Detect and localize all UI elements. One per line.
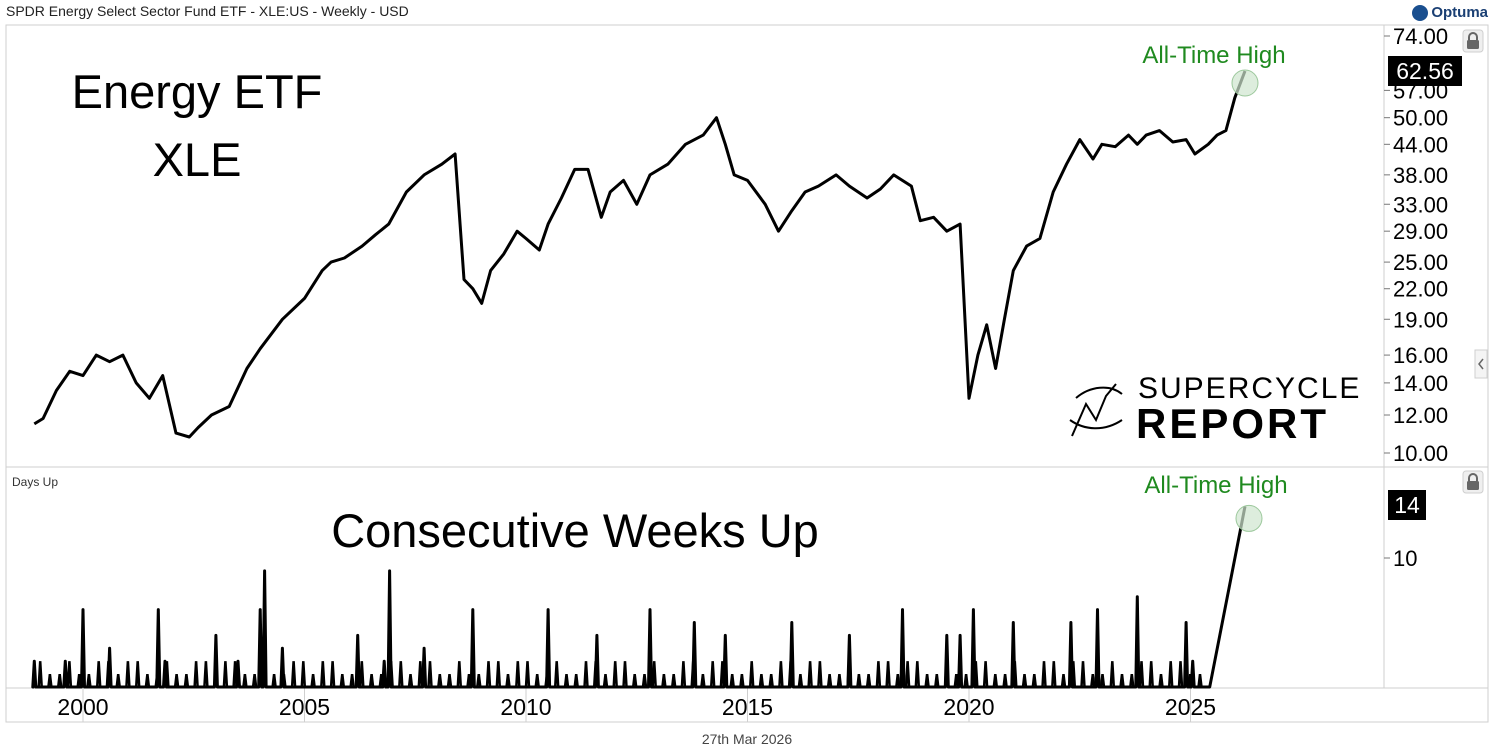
y-axis-tick-label: 74.00 bbox=[1393, 24, 1448, 49]
lock-icon[interactable] bbox=[1462, 470, 1484, 494]
xle-price-line bbox=[33, 70, 1247, 439]
x-axis-tick-label: 2025 bbox=[1165, 694, 1216, 720]
all-time-high-marker bbox=[1235, 504, 1263, 532]
chart-header-title: SPDR Energy Select Sector Fund ETF - XLE… bbox=[6, 3, 409, 19]
footer-date: 27th Mar 2026 bbox=[701, 731, 793, 747]
y-axis-tick-label: 38.00 bbox=[1393, 163, 1448, 188]
x-axis-tick-label: 2015 bbox=[722, 694, 773, 720]
y-axis-tick-label: 22.00 bbox=[1393, 277, 1448, 302]
watermark-line1: SUPERCYCLE bbox=[1138, 372, 1361, 405]
all-time-high-marker bbox=[1231, 69, 1259, 97]
y-axis-tick-label: 29.00 bbox=[1393, 219, 1448, 244]
y-axis-tick-label: 44.00 bbox=[1393, 132, 1448, 157]
top-panel-subtitle: XLE bbox=[153, 133, 242, 186]
optuma-logo: Optuma bbox=[1412, 4, 1488, 21]
consecutive-weeks-line bbox=[31, 506, 1247, 689]
last-value-badge bbox=[1388, 56, 1462, 86]
y-axis-tick-label: 16.00 bbox=[1393, 343, 1448, 368]
bottom-panel-title: Consecutive Weeks Up bbox=[331, 504, 819, 557]
optuma-logo-text: Optuma bbox=[1431, 4, 1488, 21]
y-axis-tick-label: 33.00 bbox=[1393, 192, 1448, 217]
lock-icon[interactable] bbox=[1462, 29, 1484, 53]
x-axis-tick-label: 2005 bbox=[279, 694, 330, 720]
all-time-high-label: All-Time High bbox=[1142, 42, 1285, 69]
x-axis-tick-label: 2020 bbox=[943, 694, 994, 720]
x-axis-tick-label: 2010 bbox=[500, 694, 551, 720]
last-value-label: 62.56 bbox=[1396, 58, 1454, 84]
y-axis-tick-label: 14.00 bbox=[1393, 371, 1448, 396]
top-panel-title: Energy ETF bbox=[72, 65, 323, 118]
bottom-panel-label: Days Up bbox=[12, 475, 58, 489]
y-axis-tick-label: 19.00 bbox=[1393, 307, 1448, 332]
watermark-line2: REPORT bbox=[1136, 400, 1329, 447]
consecutive-weeks-baseline-activity bbox=[37, 661, 1203, 688]
y-axis-tick-label: 10 bbox=[1393, 546, 1417, 571]
last-value-label: 14 bbox=[1394, 492, 1420, 518]
optuma-logo-icon bbox=[1412, 4, 1429, 21]
all-time-high-label: All-Time High bbox=[1144, 472, 1287, 499]
y-axis-tick-label: 25.00 bbox=[1393, 250, 1448, 275]
last-value-badge bbox=[1388, 490, 1426, 520]
supercycle-logo-icon bbox=[1069, 383, 1123, 437]
supercycle-report-watermark: SUPERCYCLE REPORT bbox=[1069, 372, 1361, 447]
chevron-left-icon[interactable] bbox=[1474, 349, 1488, 379]
y-axis-tick-label: 12.00 bbox=[1393, 403, 1448, 428]
y-axis-tick-label: 50.00 bbox=[1393, 106, 1448, 131]
y-axis-tick-label: 10.00 bbox=[1393, 441, 1448, 466]
x-axis-tick-label: 2000 bbox=[57, 694, 108, 720]
